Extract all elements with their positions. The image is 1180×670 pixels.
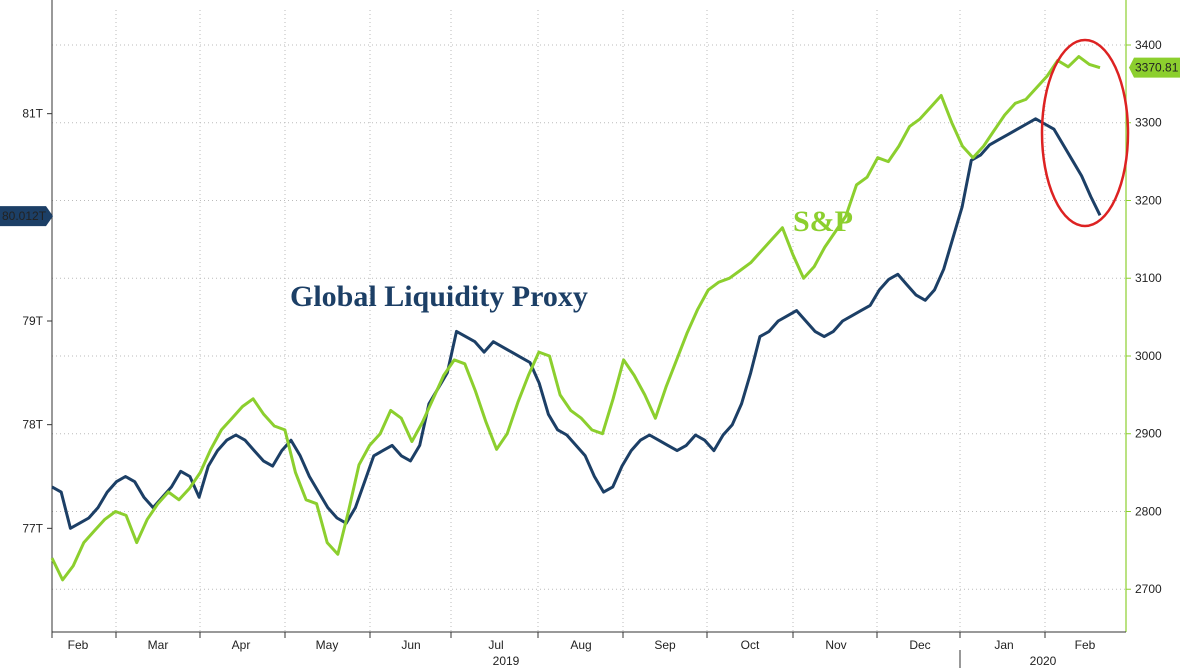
left-tick-label-4: 81T (22, 107, 43, 121)
right-tick-label-5: 3200 (1135, 193, 1162, 207)
spx-series-line (50, 55, 1101, 582)
month-label-5: Jul (488, 638, 503, 652)
month-label-0: Feb (68, 638, 89, 652)
year-label-2019: 2019 (493, 654, 520, 668)
month-label-9: Nov (825, 638, 846, 652)
spx-annotation: S&P (793, 205, 853, 238)
liquidity-annotation: Global Liquidity Proxy (290, 280, 588, 313)
series-layer (50, 38, 1130, 582)
labels-layer: Global Liquidity Proxy S&P 80.012T 3370.81 (0, 57, 1180, 313)
month-label-11: Jan (994, 638, 1013, 652)
axes: 77T78T79T80T81T2700280029003000310032003… (22, 0, 1162, 668)
left-value-badge-text: 80.012T (2, 209, 47, 223)
right-tick-label-3: 3000 (1135, 349, 1162, 363)
month-label-4: Jun (401, 638, 420, 652)
left-tick-label-1: 78T (22, 418, 43, 432)
right-tick-label-1: 2800 (1135, 504, 1162, 518)
right-value-badge (1129, 57, 1180, 78)
month-label-12: Feb (1075, 638, 1096, 652)
year-label-2020: 2020 (1030, 654, 1057, 668)
right-tick-label-4: 3100 (1135, 271, 1162, 285)
highlight-ellipse (1040, 38, 1130, 228)
month-label-6: Aug (570, 638, 591, 652)
right-tick-label-7: 3400 (1135, 38, 1162, 52)
left-tick-label-0: 77T (22, 521, 43, 535)
left-value-badge (0, 206, 53, 227)
right-tick-label-0: 2700 (1135, 582, 1162, 596)
right-tick-label-6: 3300 (1135, 116, 1162, 130)
month-label-1: Mar (148, 638, 169, 652)
month-label-10: Dec (909, 638, 930, 652)
right-value-badge-text: 3370.81 (1135, 61, 1179, 75)
month-label-3: May (316, 638, 339, 652)
month-label-8: Oct (741, 638, 760, 652)
left-tick-label-2: 79T (22, 314, 43, 328)
month-label-7: Sep (654, 638, 676, 652)
gridlines (52, 10, 1126, 632)
month-label-2: Apr (232, 638, 251, 652)
right-tick-label-2: 2900 (1135, 427, 1162, 441)
liquidity-series-line (51, 117, 1102, 530)
